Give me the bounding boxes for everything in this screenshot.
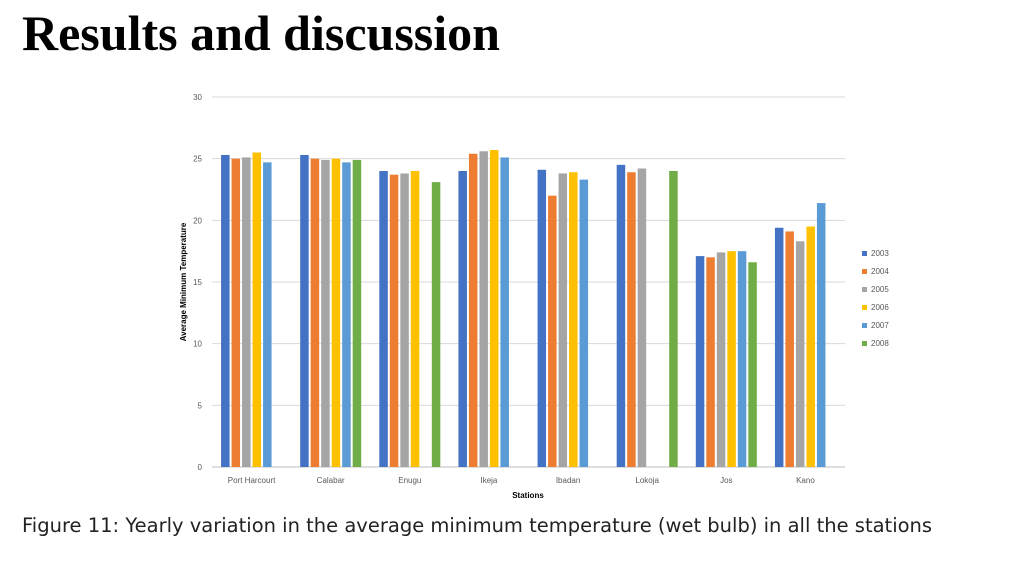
x-axis-ticks: Port Harcourt Calabar Enugu Ikeja Ibadan Loko… (228, 476, 816, 485)
chart-legend: 2003 2004 2005 2006 2007 2008 (862, 249, 889, 348)
x-tick-label: Calabar (317, 476, 345, 485)
bar-2005-lokoja (637, 168, 647, 468)
legend-swatch (862, 251, 867, 256)
y-axis-title: Average Minimum Temperature (179, 222, 188, 341)
bar-2008-lokoja (669, 171, 678, 467)
bar-2006-jos (727, 251, 736, 467)
bar-2003-ikeja (458, 171, 467, 467)
bar-2003-port-harcourt (221, 154, 230, 467)
legend-label: 2006 (871, 303, 889, 312)
bar-2004-ikeja (468, 153, 478, 467)
y-tick-label: 30 (193, 93, 202, 102)
y-tick-label: 10 (193, 340, 202, 349)
legend-label: 2003 (871, 249, 889, 258)
bar-2005-kano (795, 241, 805, 467)
bar-2007-kano (816, 203, 826, 468)
bar-2006-kano (806, 226, 815, 467)
bar-2004-ibadan (548, 195, 557, 467)
y-tick-label: 0 (198, 463, 203, 472)
bar-2004-port-harcourt (231, 158, 241, 467)
y-axis-ticks: 0 5 10 15 20 25 30 (193, 93, 202, 472)
bar-2005-ibadan (558, 173, 568, 467)
x-tick-label: Enugu (398, 476, 421, 485)
legend-swatch (862, 269, 867, 274)
figure-caption: Figure 11: Yearly variation in the avera… (22, 514, 933, 537)
legend-label: 2005 (871, 285, 889, 294)
bar-2006-ikeja (489, 150, 499, 468)
legend-swatch (862, 323, 867, 328)
bar-2003-lokoja (616, 164, 626, 468)
bar-2007-ibadan (579, 179, 589, 467)
bar-2003-enugu (379, 171, 388, 467)
legend-swatch (862, 287, 867, 292)
bar-2003-ibadan (537, 169, 547, 467)
bar-2006-enugu (410, 171, 420, 467)
bar-2008-enugu (431, 182, 441, 467)
x-tick-label: Ikeja (480, 476, 497, 485)
chart-bars (221, 150, 826, 468)
x-axis-title: Stations (512, 491, 544, 500)
y-tick-label: 15 (193, 278, 202, 287)
legend-label: 2004 (871, 267, 889, 276)
legend-swatch (862, 341, 867, 346)
bar-2007-ikeja (500, 157, 509, 467)
bar-2005-jos (716, 252, 726, 467)
bar-2004-calabar (310, 158, 320, 467)
bar-2008-calabar (352, 159, 362, 467)
bar-2004-lokoja (627, 172, 636, 467)
bar-2005-ikeja (479, 151, 488, 467)
bar-2005-calabar (321, 159, 330, 467)
legend-swatch (862, 305, 867, 310)
slide-title: Results and discussion (22, 5, 500, 61)
bar-2003-calabar (300, 154, 309, 467)
bar-2004-jos (706, 257, 715, 467)
bar-2007-calabar (342, 162, 351, 467)
bar-2007-port-harcourt (263, 162, 272, 467)
bar-2004-kano (785, 231, 794, 467)
legend-label: 2008 (871, 339, 889, 348)
legend-label: 2007 (871, 321, 889, 330)
bar-2008-jos (748, 262, 757, 467)
x-tick-label: Port Harcourt (228, 476, 276, 485)
bar-2003-kano (774, 227, 784, 467)
x-tick-label: Jos (720, 476, 732, 485)
bar-2006-port-harcourt (252, 152, 262, 467)
y-tick-label: 25 (193, 155, 202, 164)
bar-2007-jos (737, 251, 747, 467)
bar-2005-enugu (400, 173, 409, 467)
y-tick-label: 5 (198, 401, 203, 410)
x-tick-label: Lokoja (635, 476, 659, 485)
x-tick-label: Kano (796, 476, 815, 485)
y-tick-label: 20 (193, 216, 202, 225)
bar-2004-enugu (389, 174, 399, 467)
x-tick-label: Ibadan (556, 476, 580, 485)
bar-2003-jos (695, 256, 705, 467)
bar-2006-ibadan (569, 172, 578, 467)
bar-2005-port-harcourt (242, 157, 251, 467)
bar-2006-calabar (331, 158, 341, 467)
